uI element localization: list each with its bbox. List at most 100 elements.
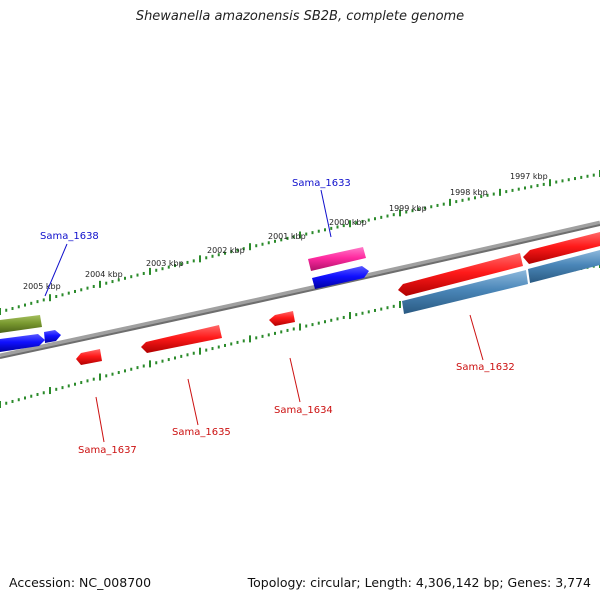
- map-title: Shewanella amazonensis SB2B, complete ge…: [135, 9, 465, 24]
- tick-minor: [30, 394, 33, 398]
- tick-minor: [186, 353, 189, 357]
- tick-minor: [267, 333, 270, 337]
- tick-minor: [324, 320, 326, 324]
- tick-major: [149, 360, 151, 368]
- tick-minor: [542, 182, 545, 186]
- tick-minor: [311, 323, 314, 327]
- tick-minor: [17, 305, 20, 309]
- tick-minor: [561, 179, 564, 183]
- tick-minor: [217, 345, 220, 349]
- tick-minor: [161, 267, 164, 271]
- tick-minor: [380, 215, 383, 219]
- tick-minor: [142, 364, 145, 368]
- tick-minor: [324, 228, 326, 232]
- tick-minor: [461, 198, 464, 202]
- backbone-line-shade: [0, 224, 600, 359]
- tick-minor: [67, 384, 70, 388]
- tick-minor: [217, 253, 220, 257]
- tick-minor: [105, 374, 108, 378]
- tick-minor: [311, 231, 314, 235]
- gene-sama-1637: [76, 349, 102, 365]
- tick-minor: [205, 256, 208, 260]
- tick-major: [0, 308, 1, 315]
- gene-label-sama-1635: Sama_1635: [172, 427, 231, 438]
- tick-minor: [61, 386, 64, 390]
- tick-minor: [286, 328, 289, 332]
- tick-minor: [74, 382, 76, 386]
- tick-minor: [536, 184, 539, 188]
- tick-minor: [192, 259, 195, 263]
- tick-minor: [167, 358, 170, 362]
- tick-minor: [386, 306, 389, 310]
- tick-minor: [455, 200, 458, 204]
- tick-minor: [511, 188, 514, 192]
- tick-major: [449, 198, 451, 206]
- tick-minor: [230, 342, 233, 346]
- tick-minor: [411, 209, 414, 213]
- tick-minor: [36, 300, 39, 304]
- genome-summary-text: Topology: circular; Length: 4,306,142 bp…: [247, 575, 591, 590]
- tick-minor: [30, 301, 33, 305]
- gene-label-sama-1632: Sama_1632: [456, 362, 515, 373]
- tick-minor: [111, 372, 114, 376]
- outer-tick-ring: [0, 170, 600, 315]
- tick-minor: [586, 174, 589, 178]
- tick-minor: [61, 293, 64, 297]
- tick-minor: [505, 190, 508, 194]
- tick-minor: [180, 262, 183, 266]
- tick-minor: [186, 260, 189, 264]
- gene-red-forward-2: [523, 232, 600, 264]
- tick-major: [349, 220, 351, 228]
- tick-minor: [492, 192, 495, 196]
- tick-minor: [367, 310, 370, 314]
- gene-sama-1635: [141, 325, 222, 353]
- tick-minor: [317, 229, 320, 233]
- tick-minor: [336, 317, 339, 321]
- tick-minor: [80, 288, 83, 292]
- tick-major: [549, 179, 551, 187]
- gene-label-sama-1634: Sama_1634: [274, 405, 333, 416]
- tick-minor: [80, 381, 83, 385]
- tick-minor: [317, 321, 320, 325]
- tick-major: [99, 373, 101, 381]
- tick-minor: [92, 284, 95, 288]
- tick-minor: [517, 187, 520, 191]
- tick-minor: [174, 356, 176, 360]
- tick-minor: [67, 291, 70, 295]
- tick-minor: [361, 219, 364, 223]
- tick-minor: [161, 359, 164, 363]
- tick-minor: [342, 315, 345, 319]
- tick-minor: [424, 206, 426, 210]
- tick-minor: [436, 203, 439, 207]
- tick-minor: [142, 271, 145, 275]
- tick-major: [0, 401, 1, 408]
- tick-minor: [124, 369, 126, 373]
- tick-minor: [430, 205, 433, 209]
- tick-minor: [86, 286, 89, 290]
- tick-minor: [24, 303, 26, 307]
- tick-minor: [124, 276, 126, 280]
- tick-minor: [386, 214, 389, 218]
- scale-label-2000: 2000 kbp: [329, 218, 367, 227]
- tick-minor: [555, 180, 558, 184]
- tick-major: [49, 294, 51, 302]
- tick-minor: [580, 175, 583, 179]
- tick-minor: [92, 377, 95, 381]
- tick-minor: [355, 313, 358, 317]
- tick-minor: [280, 330, 283, 334]
- tick-minor: [530, 185, 533, 189]
- tick-minor: [224, 251, 226, 255]
- tick-minor: [24, 396, 26, 400]
- tick-minor: [474, 196, 476, 200]
- tick-minor: [211, 254, 214, 258]
- tick-minor: [292, 327, 295, 331]
- scale-label-1997: 1997 kbp: [510, 172, 548, 181]
- tick-minor: [17, 398, 20, 402]
- tick-minor: [305, 324, 308, 328]
- tick-minor: [255, 336, 258, 340]
- tick-minor: [167, 265, 170, 269]
- gene-sama-1633: [308, 247, 366, 271]
- gene-label-sama-1633: Sama_1633: [292, 178, 351, 189]
- tick-minor: [480, 195, 483, 199]
- tick-minor: [567, 178, 570, 182]
